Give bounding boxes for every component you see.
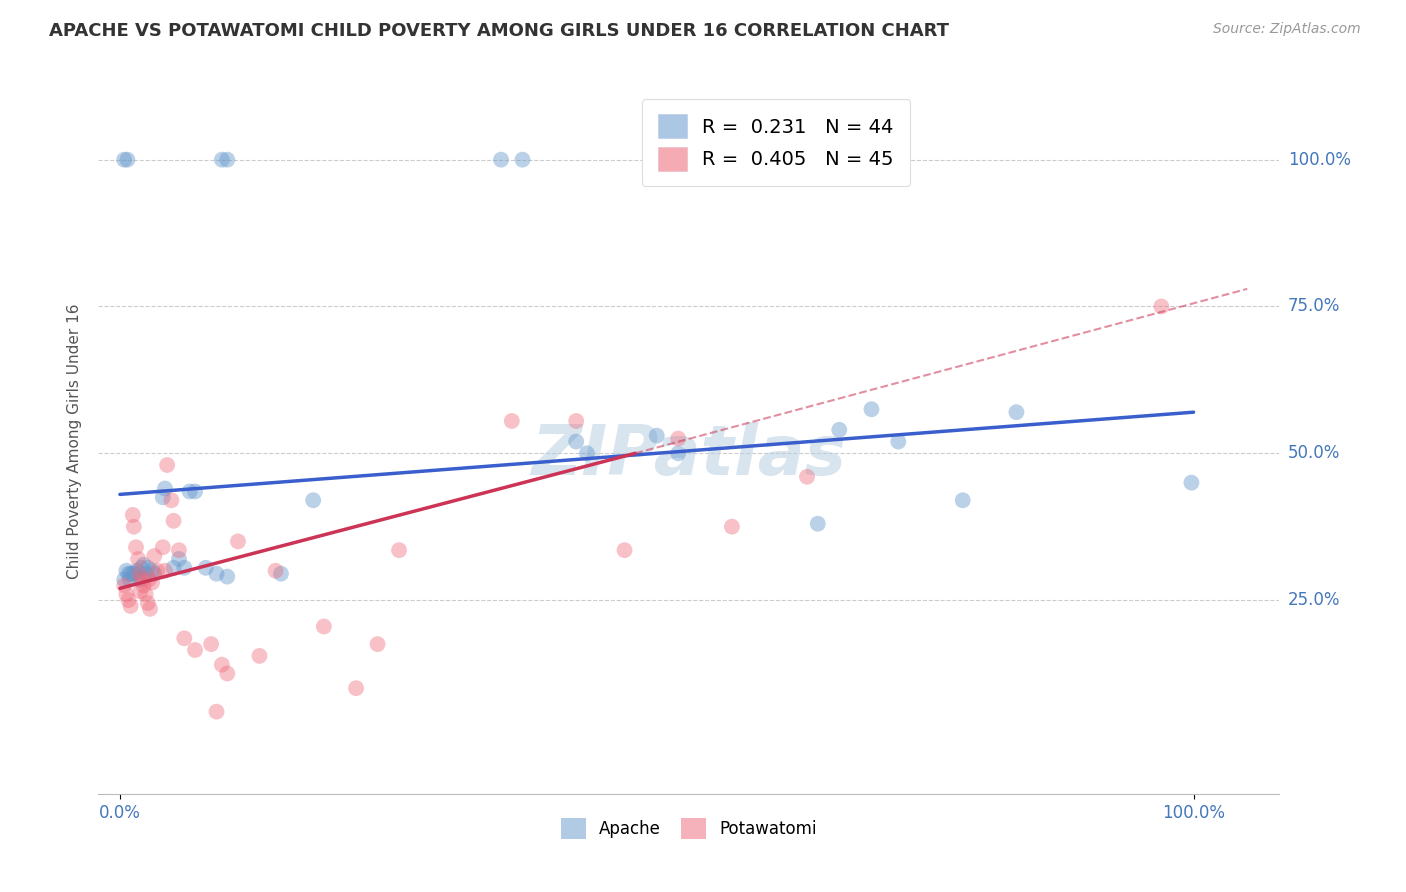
Point — [143, 566, 166, 581]
Point — [194, 561, 217, 575]
Point — [136, 596, 159, 610]
Point — [131, 561, 153, 575]
Point — [120, 566, 142, 581]
Point — [512, 153, 534, 167]
Point — [115, 587, 138, 601]
Point — [152, 540, 174, 554]
Point — [120, 599, 142, 613]
Point — [132, 558, 155, 572]
Point — [160, 493, 183, 508]
Point — [302, 493, 325, 508]
Point — [565, 414, 588, 428]
Point — [226, 534, 249, 549]
Point — [367, 637, 389, 651]
Point — [887, 434, 910, 449]
Point — [828, 423, 851, 437]
Point — [565, 434, 588, 449]
Point — [141, 575, 163, 590]
Point — [173, 632, 195, 646]
Point — [666, 432, 689, 446]
Point — [129, 584, 152, 599]
Point — [118, 573, 141, 587]
Point — [613, 543, 636, 558]
Point — [217, 569, 239, 583]
Point — [127, 552, 149, 566]
Point — [807, 516, 830, 531]
Point — [217, 153, 239, 167]
Point — [173, 561, 195, 575]
Point — [205, 566, 228, 581]
Point — [270, 566, 292, 581]
Text: 25.0%: 25.0% — [1288, 591, 1340, 609]
Point — [211, 657, 233, 672]
Point — [141, 564, 163, 578]
Point — [796, 469, 818, 483]
Point — [179, 484, 201, 499]
Point — [112, 153, 135, 167]
Point — [121, 508, 143, 522]
Point — [135, 566, 157, 581]
Point — [139, 602, 162, 616]
Point — [200, 637, 222, 651]
Point — [167, 543, 190, 558]
Point — [146, 564, 169, 578]
Point — [131, 573, 153, 587]
Text: 75.0%: 75.0% — [1288, 297, 1340, 316]
Point — [128, 573, 150, 587]
Point — [211, 153, 233, 167]
Point — [153, 564, 176, 578]
Point — [124, 566, 146, 581]
Point — [122, 519, 145, 533]
Point — [1150, 300, 1173, 314]
Point — [143, 549, 166, 563]
Point — [184, 643, 207, 657]
Point — [184, 484, 207, 499]
Text: ZIPatlas: ZIPatlas — [531, 422, 846, 489]
Text: 50.0%: 50.0% — [1288, 444, 1340, 462]
Point — [666, 446, 689, 460]
Point — [501, 414, 523, 428]
Text: Source: ZipAtlas.com: Source: ZipAtlas.com — [1213, 22, 1361, 37]
Point — [1005, 405, 1028, 419]
Point — [575, 446, 598, 460]
Point — [138, 573, 160, 587]
Point — [117, 593, 139, 607]
Point — [112, 578, 135, 592]
Point — [125, 540, 148, 554]
Legend: Apache, Potawatomi: Apache, Potawatomi — [554, 812, 824, 846]
Y-axis label: Child Poverty Among Girls Under 16: Child Poverty Among Girls Under 16 — [66, 304, 82, 579]
Point — [162, 561, 184, 575]
Point — [249, 648, 271, 663]
Point — [156, 458, 179, 472]
Point — [312, 619, 335, 633]
Point — [152, 491, 174, 505]
Point — [645, 428, 668, 442]
Point — [721, 519, 744, 533]
Point — [136, 561, 159, 575]
Point — [128, 566, 150, 581]
Point — [344, 681, 367, 696]
Point — [489, 153, 512, 167]
Point — [153, 482, 176, 496]
Point — [1180, 475, 1202, 490]
Text: APACHE VS POTAWATOMI CHILD POVERTY AMONG GIRLS UNDER 16 CORRELATION CHART: APACHE VS POTAWATOMI CHILD POVERTY AMONG… — [49, 22, 949, 40]
Point — [135, 587, 157, 601]
Point — [125, 564, 148, 578]
Point — [112, 573, 135, 587]
Point — [162, 514, 184, 528]
Point — [115, 564, 138, 578]
Point — [121, 566, 143, 581]
Point — [264, 564, 287, 578]
Point — [117, 566, 139, 581]
Point — [388, 543, 411, 558]
Point — [205, 705, 228, 719]
Point — [860, 402, 883, 417]
Point — [167, 552, 190, 566]
Point — [117, 153, 139, 167]
Point — [952, 493, 974, 508]
Point — [132, 578, 155, 592]
Point — [217, 666, 239, 681]
Text: 100.0%: 100.0% — [1288, 151, 1351, 169]
